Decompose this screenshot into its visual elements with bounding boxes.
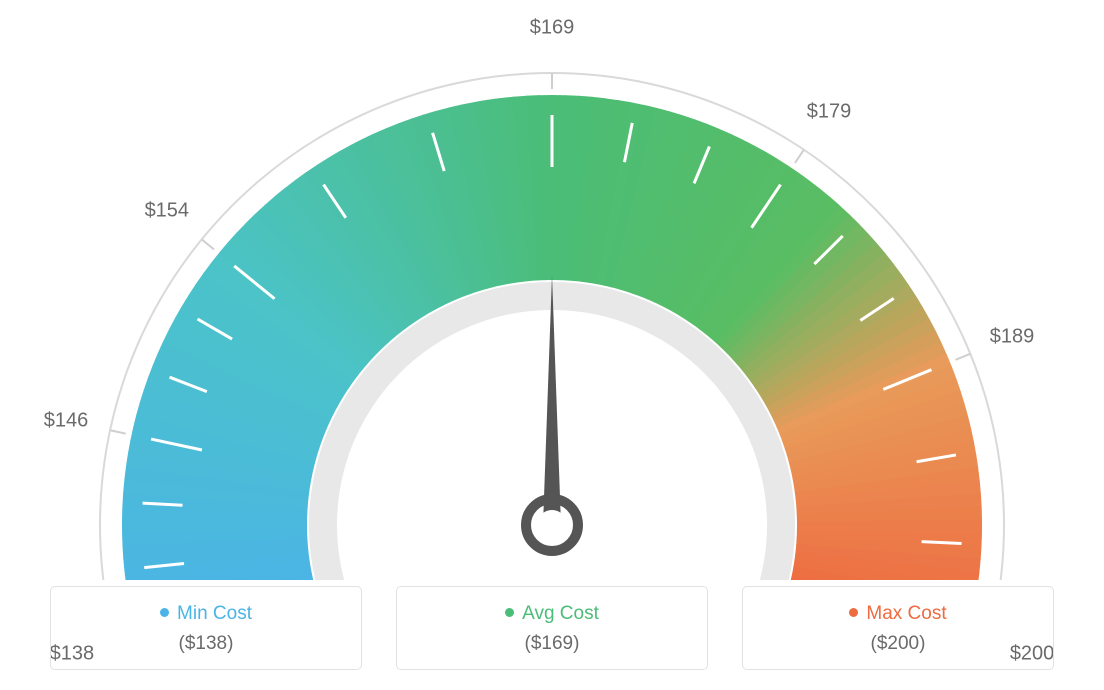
legend-avg-value: ($169) [407,633,697,655]
legend-avg-title-text: Avg Cost [522,603,599,624]
legend-min-value: ($138) [61,633,351,655]
dot-icon [505,608,514,617]
legend-min-title-text: Min Cost [177,603,252,624]
gauge-tick-label: $189 [990,325,1035,348]
cost-gauge-chart: $138$146$154$169$179$189$200 Min Cost ($… [0,0,1104,690]
dot-icon [849,608,858,617]
legend-min-cost: Min Cost ($138) [50,586,362,670]
legend-max-title: Max Cost [753,603,1043,625]
legend-max-cost: Max Cost ($200) [742,586,1054,670]
legend-row: Min Cost ($138) Avg Cost ($169) Max Cost… [0,586,1104,670]
dot-icon [160,608,169,617]
gauge-tick-label: $179 [807,101,852,124]
gauge-area: $138$146$154$169$179$189$200 [0,0,1104,560]
legend-avg-cost: Avg Cost ($169) [396,586,708,670]
gauge-svg [0,20,1104,580]
gauge-tick-label: $146 [44,409,89,432]
gauge-tick-label: $169 [530,17,575,40]
legend-min-title: Min Cost [61,603,351,625]
legend-max-title-text: Max Cost [866,603,946,624]
legend-avg-title: Avg Cost [407,603,697,625]
legend-max-value: ($200) [753,633,1043,655]
gauge-tick-label: $154 [145,199,190,222]
